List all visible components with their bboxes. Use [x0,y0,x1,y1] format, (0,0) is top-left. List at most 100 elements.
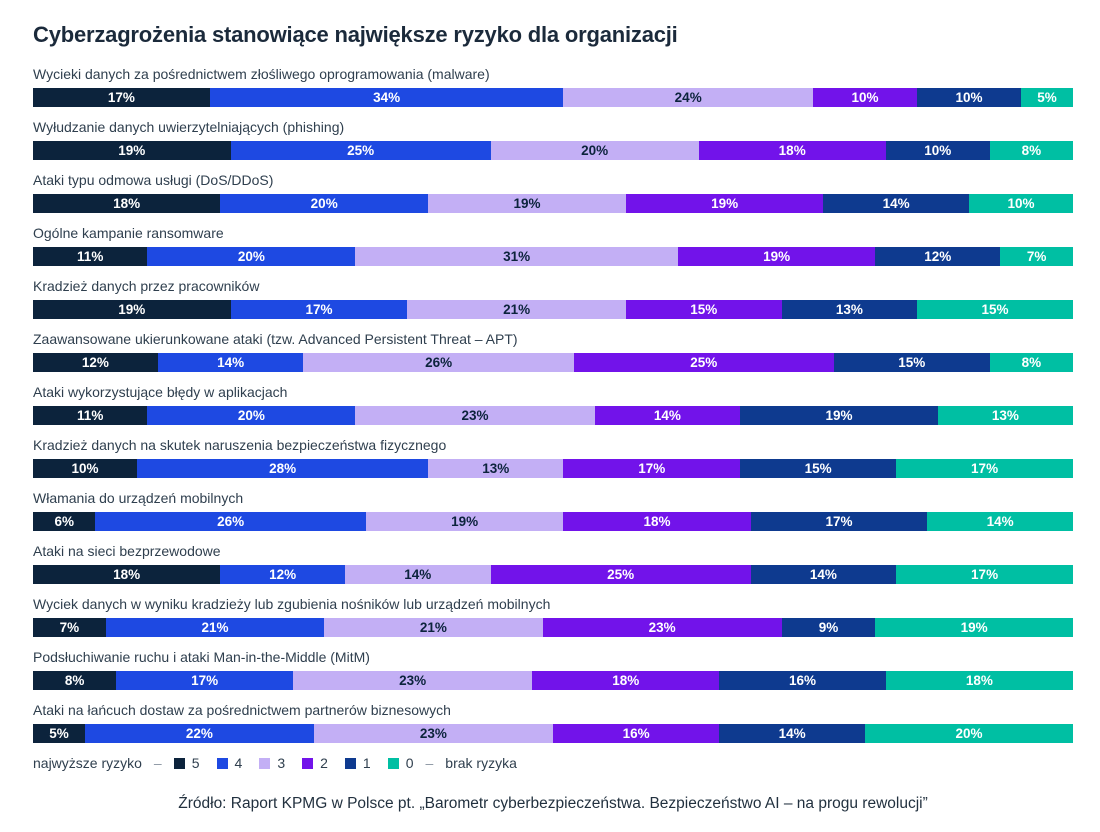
bar-segment-level-2: 18% [532,671,720,690]
bar-segment-level-3: 21% [324,618,543,637]
bar-segment-level-1: 14% [750,565,897,584]
bar-segment-level-0: 17% [896,459,1073,478]
bar-segment-level-5: 7% [33,618,106,637]
bar-segment-level-0: 7% [1000,247,1073,266]
chart-row: Ataki wykorzystujące błędy w aplikacjach… [33,384,1073,425]
bar-segment-level-3: 24% [563,88,813,107]
bar-segment-level-5: 10% [33,459,137,478]
category-label: Ataki typu odmowa usługi (DoS/DDoS) [33,172,274,188]
bar-segment-level-5: 18% [33,194,221,213]
legend-dash-right: – [425,755,434,771]
stacked-bar: 18% 12% 14% 25% 14% 17% [33,565,1073,584]
source-note: Źródło: Raport KPMG w Polsce pt. „Barome… [178,795,928,812]
legend-item-level-1: 1 [344,755,371,771]
bar-segment-level-2: 15% [625,300,782,319]
bar-segment-level-0: 17% [896,565,1073,584]
bar-segment-level-4: 20% [147,247,356,266]
category-label: Ogólne kampanie ransomware [33,225,224,241]
legend-swatch-icon [344,757,356,769]
stacked-bar: 11% 20% 23% 14% 19% 13% [33,406,1073,425]
bar-segment-level-5: 6% [33,512,96,531]
bar-segment-level-0: 20% [864,724,1073,743]
bar-segment-level-1: 15% [833,353,990,372]
chart-row: Ogólne kampanie ransomware 11% 20% 31% 19% 12… [33,225,1073,266]
category-label: Kradzież danych przez pracowników [33,278,260,294]
bar-segment-level-0: 8% [989,141,1073,160]
bar-segment-level-3: 14% [344,565,491,584]
bar-segment-level-4: 12% [220,565,345,584]
bar-segment-level-1: 9% [781,618,876,637]
bar-segment-level-5: 12% [33,353,158,372]
category-label: Ataki wykorzystujące błędy w aplikacjach [33,384,288,400]
chart-rows: Wycieki danych za pośrednictwem złośliwe… [33,66,1073,743]
category-label: Wycieki danych za pośrednictwem złośliwe… [33,66,490,82]
legend-item-level-4: 4 [216,755,243,771]
bar-segment-level-3: 13% [428,459,564,478]
stacked-bar: 17% 34% 24% 10% 10% 5% [33,88,1073,107]
bar-segment-level-1: 17% [750,512,928,531]
legend-item-label: 2 [320,755,328,771]
bar-segment-level-1: 12% [875,247,1001,266]
chart-row: Wyciek danych w wyniku kradzieży lub zgu… [33,596,1073,637]
stacked-bar: 8% 17% 23% 18% 16% 18% [33,671,1073,690]
bar-segment-level-0: 10% [968,194,1073,213]
legend-item-label: 3 [277,755,286,771]
bar-segment-level-0: 18% [885,671,1073,690]
category-label: Wyciek danych w wyniku kradzieży lub zgu… [33,596,551,612]
legend-swatch-icon [387,757,399,769]
chart-title: Cyberzagrożenia stanowiące największe ry… [33,22,678,47]
bar-segment-level-1: 16% [719,671,886,690]
legend-item-level-2: 2 [302,755,328,771]
legend-item-label: 0 [405,755,414,771]
bar-segment-level-4: 25% [230,141,491,160]
legend-suffix: brak ryzyka [445,755,517,771]
legend: najwyższe ryzyko – 5 4 3 2 1 0 – brak ryzyka [33,755,1073,771]
bar-segment-level-1: 14% [823,194,969,213]
stacked-bar: 5% 22% 23% 16% 14% 20% [33,724,1073,743]
bar-segment-level-4: 28% [137,459,429,478]
chart-row: Wycieki danych za pośrednictwem złośliwe… [33,66,1073,107]
category-label: Podsłuchiwanie ruchu i ataki Man-in-the-… [33,649,370,665]
bar-segment-level-4: 17% [230,300,408,319]
bar-segment-level-3: 23% [355,406,595,425]
bar-segment-level-2: 23% [542,618,782,637]
bar-segment-level-2: 19% [625,194,824,213]
bar-segment-level-4: 21% [105,618,325,637]
bar-segment-level-0: 14% [927,512,1073,531]
bar-segment-level-0: 15% [916,300,1073,319]
bar-segment-level-5: 11% [33,406,148,425]
bar-segment-level-3: 19% [428,194,626,213]
legend-item-level-3: 3 [259,755,285,771]
legend-dash-left: – [153,755,162,771]
bar-segment-level-1: 14% [719,724,865,743]
stacked-bar: 7% 21% 21% 23% 9% 19% [33,618,1073,637]
bar-segment-level-4: 22% [85,724,314,743]
bar-segment-level-4: 17% [116,671,293,690]
bar-segment-level-4: 14% [157,353,304,372]
legend-item-level-0: 0 [387,755,414,771]
bar-segment-level-3: 23% [313,724,553,743]
bar-segment-level-2: 10% [812,88,917,107]
bar-segment-level-2: 19% [677,247,876,266]
bar-segment-level-3: 21% [407,300,626,319]
legend-item-label: 4 [234,755,243,771]
bar-segment-level-2: 17% [563,459,741,478]
bar-segment-level-1: 10% [916,88,1021,107]
bar-segment-level-5: 5% [33,724,85,743]
legend-swatch-icon [302,757,314,769]
category-label: Włamania do urządzeń mobilnych [33,490,244,506]
bar-segment-level-2: 14% [594,406,741,425]
bar-segment-level-4: 34% [209,88,564,107]
bar-segment-level-4: 20% [220,194,429,213]
chart-page: Cyberzagrożenia stanowiące największe ry… [33,22,1073,812]
bar-segment-level-0: 19% [875,618,1073,637]
category-label: Ataki na sieci bezprzewodowe [33,543,221,559]
legend-item-label: 1 [362,755,371,771]
bar-segment-level-3: 26% [303,353,574,372]
stacked-bar: 6% 26% 19% 18% 17% 14% [33,512,1073,531]
chart-row: Włamania do urządzeń mobilnych 6% 26% 19% 18… [33,490,1073,531]
stacked-bar: 19% 17% 21% 15% 13% 15% [33,300,1073,319]
stacked-bar: 18% 20% 19% 19% 14% 10% [33,194,1073,213]
legend-swatch-icon [173,757,185,769]
chart-row: Kradzież danych na skutek naruszenia bez… [33,437,1073,478]
